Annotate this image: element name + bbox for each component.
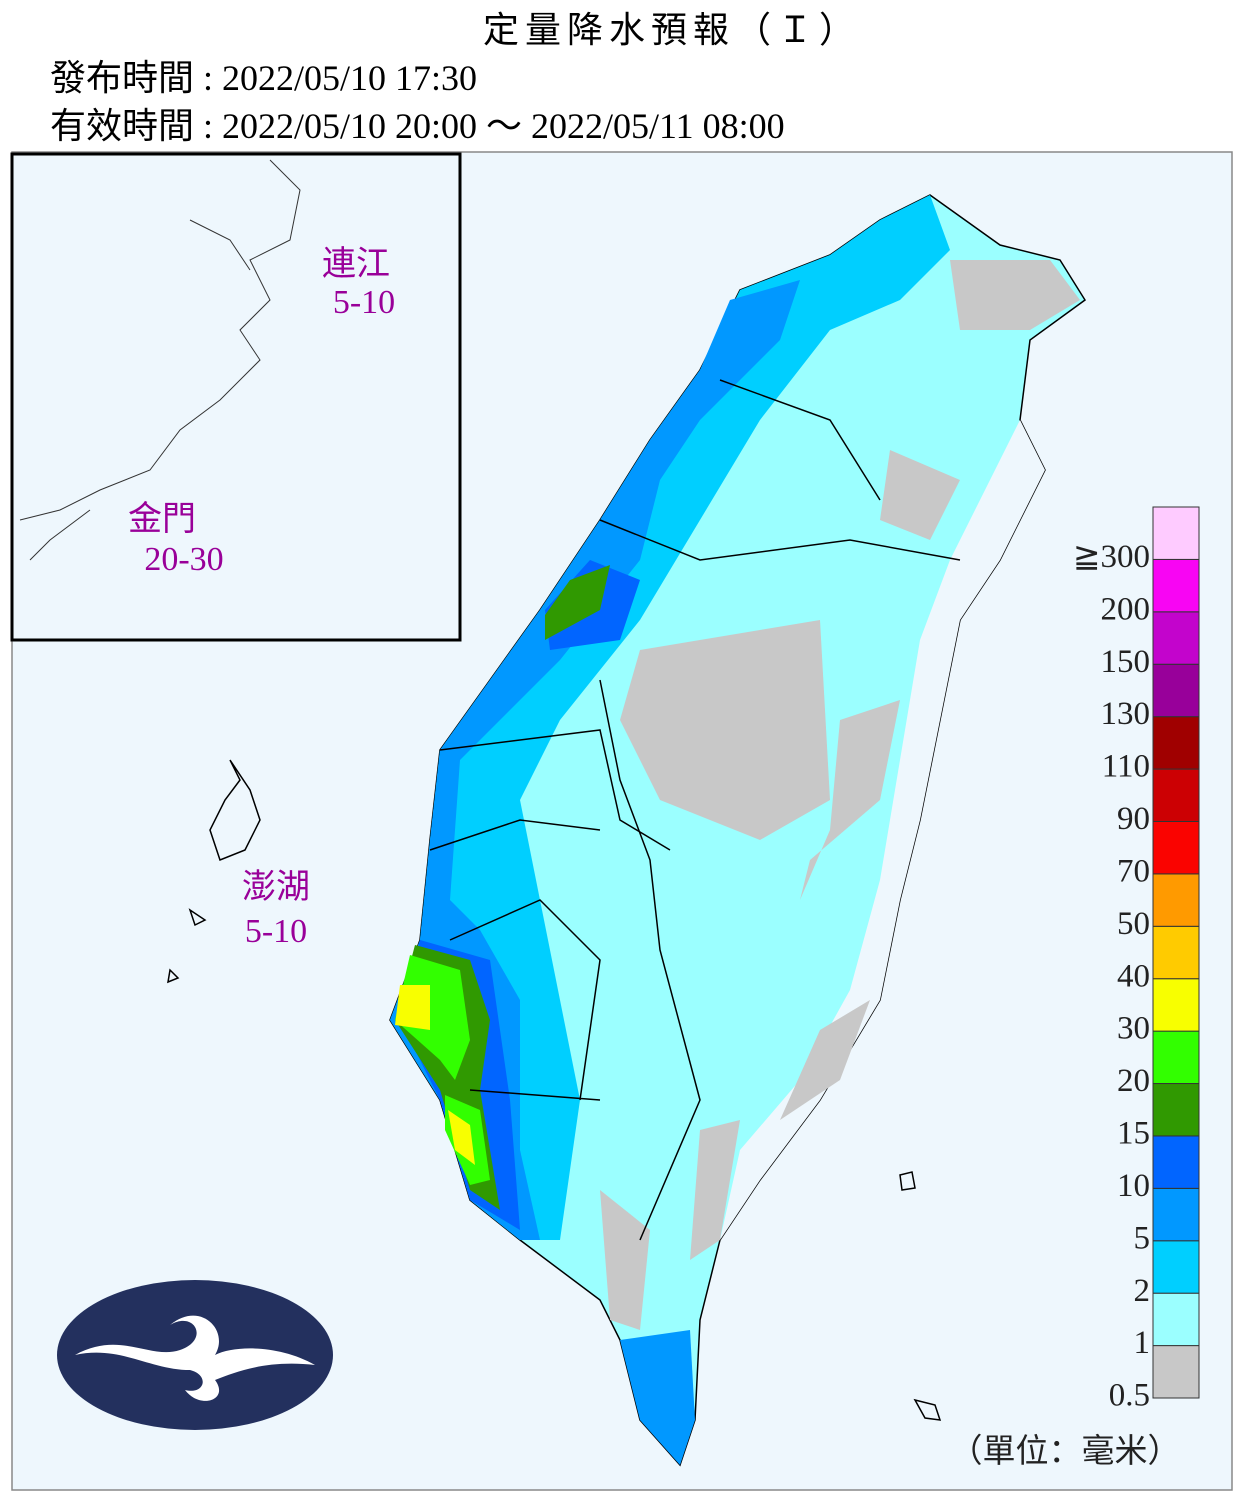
legend-swatch <box>1152 611 1200 665</box>
title: 定量降水預報（Ｉ） <box>483 10 861 50</box>
region-range: 5-10 <box>245 913 307 950</box>
legend-swatch <box>1152 925 1200 980</box>
region-range: 20-30 <box>144 541 223 578</box>
legend-swatch <box>1152 663 1200 718</box>
yellow <box>395 985 475 1165</box>
legend-swatch <box>1152 1030 1200 1085</box>
cwb-logo <box>57 1280 333 1430</box>
blue-south <box>620 1330 695 1465</box>
legend-swatch <box>1152 820 1200 875</box>
legend-swatch <box>1152 716 1200 770</box>
legend-tick-label: 70 <box>1117 853 1150 889</box>
legend-swatch <box>1152 873 1200 927</box>
legend-tick-label: 10 <box>1117 1168 1150 1204</box>
inset-box <box>10 152 462 642</box>
legend-swatch <box>1152 506 1200 560</box>
east-clear <box>720 420 1045 1240</box>
issued-time: 發布時間 : 2022/05/10 17:30 <box>50 58 477 98</box>
legend-tick-label: 20 <box>1117 1063 1150 1099</box>
region-name: 金門 <box>128 500 196 538</box>
legend-tick-label: 110 <box>1102 749 1150 785</box>
legend-swatch <box>1152 1083 1200 1137</box>
legend-swatch <box>1152 1292 1200 1347</box>
legend-tick-label: 15 <box>1117 1116 1150 1152</box>
legend-tick-label: 40 <box>1117 958 1150 994</box>
gray-patch <box>600 260 1080 1330</box>
legend-swatch <box>1152 1345 1200 1399</box>
legend-swatch <box>1152 978 1200 1032</box>
legend-tick-label: 150 <box>1101 644 1151 680</box>
legend-swatch <box>1152 558 1200 613</box>
legend-tick-label: 130 <box>1101 696 1151 732</box>
legend-tick-label: ≧300 <box>1073 539 1150 575</box>
blue-west <box>390 195 950 1240</box>
penghu-islands <box>167 759 261 984</box>
legend-tick-label: 0.5 <box>1109 1378 1150 1414</box>
green-island <box>899 1171 942 1421</box>
region-range: 5-10 <box>333 284 395 321</box>
region-name: 連江 <box>322 245 390 283</box>
legend-unit: （單位：毫米） <box>950 1433 1181 1470</box>
legend-tick-label: 200 <box>1101 591 1151 627</box>
legend-swatch <box>1152 1135 1200 1189</box>
legend-swatch <box>1152 768 1200 822</box>
legend-tick-label: 90 <box>1117 801 1150 837</box>
legend-tick-label: 30 <box>1117 1011 1150 1047</box>
legend-swatch <box>1152 1240 1200 1294</box>
taiwan-map <box>389 194 1087 1467</box>
county-lines <box>429 379 961 1241</box>
valid-time: 有效時間 : 2022/05/10 20:00 ～ 2022/05/11 08:… <box>50 106 785 146</box>
legend-swatch <box>1152 1187 1200 1242</box>
china-coast <box>19 159 301 561</box>
legend-tick-label: 2 <box>1134 1273 1151 1309</box>
region-name: 澎湖 <box>242 868 310 906</box>
legend-tick-label: 1 <box>1134 1325 1151 1361</box>
legend-tick-label: 50 <box>1117 906 1150 942</box>
legend: 0.5 1 2 5 10 15 20 30 40 50 70 90 110 130 150 200 ≧300 <box>1073 506 1200 1414</box>
legend-tick-label: 5 <box>1134 1220 1151 1256</box>
